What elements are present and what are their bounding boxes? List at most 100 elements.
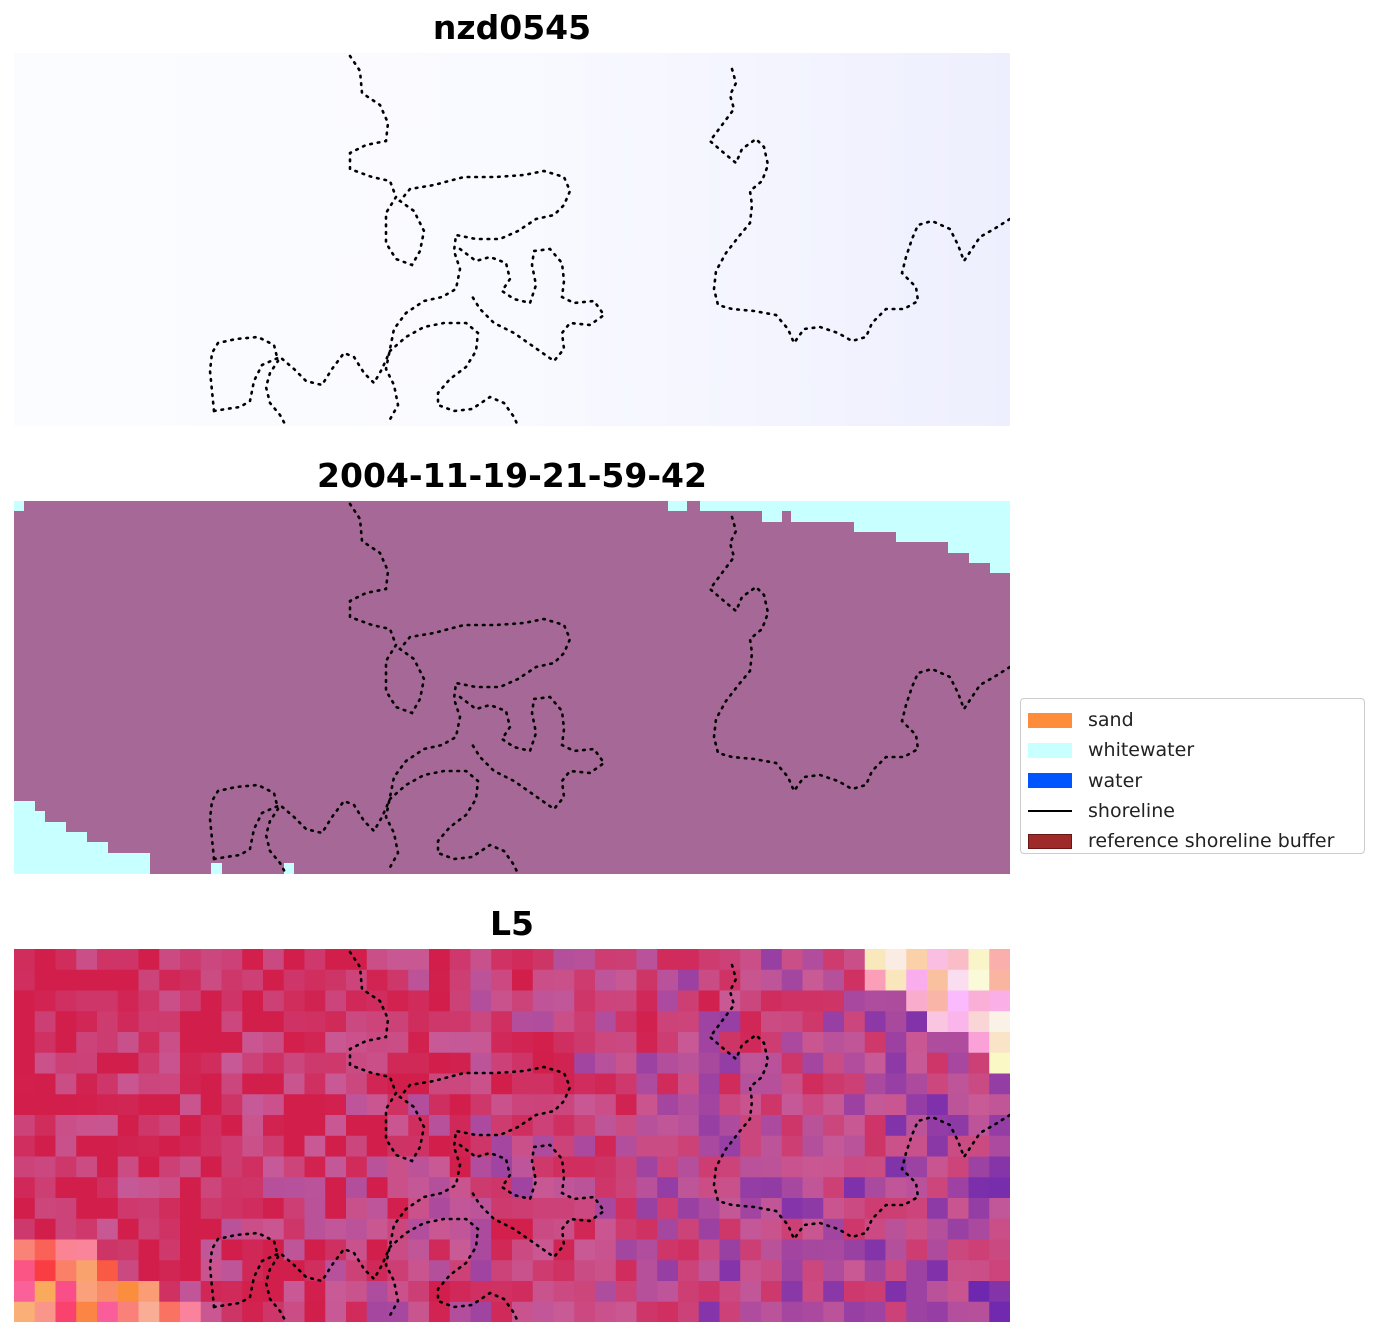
- index-pixel: [283, 1115, 306, 1137]
- index-pixel: [595, 1032, 617, 1054]
- index-pixel: [823, 1177, 845, 1199]
- index-pixel: [615, 1135, 638, 1158]
- index-pixel: [346, 1115, 368, 1137]
- index-pixel: [387, 1156, 409, 1178]
- index-pixel: [781, 969, 804, 992]
- index-pixel: [180, 1115, 202, 1137]
- index-pixel: [34, 1198, 57, 1220]
- index-pixel: [325, 1135, 347, 1158]
- index-pixel: [55, 949, 77, 971]
- index-pixel: [615, 1218, 638, 1241]
- index-pixel: [470, 1198, 492, 1220]
- index-pixel: [553, 1239, 575, 1261]
- index-pixel: [117, 1073, 140, 1095]
- classification-panel: [14, 501, 1010, 874]
- index-pixel: [947, 1032, 970, 1054]
- index-pixel: [761, 1218, 783, 1241]
- index-pixel: [719, 1032, 741, 1054]
- index-pixel: [449, 1094, 472, 1116]
- index-pixel: [366, 949, 389, 971]
- index-pixel: [117, 1260, 140, 1282]
- legend-item-whitewater: whitewater: [1028, 735, 1357, 765]
- index-pixel: [781, 1260, 804, 1282]
- index-pixel: [200, 1218, 223, 1241]
- index-pixel: [781, 1115, 804, 1137]
- index-pixel: [615, 1011, 638, 1033]
- index-pixel: [636, 1198, 658, 1220]
- panel-3-title: L5: [490, 904, 534, 943]
- index-pixel: [366, 1260, 389, 1282]
- index-pixel: [844, 1032, 866, 1054]
- index-pixel: [864, 1177, 887, 1199]
- index-pixel: [283, 1135, 306, 1158]
- index-pixel: [657, 1156, 679, 1178]
- index-pixel: [595, 1177, 617, 1199]
- index-pixel: [387, 1260, 409, 1282]
- index-pixel: [615, 949, 638, 971]
- index-pixel: [346, 1239, 368, 1261]
- index-pixel: [180, 1073, 202, 1095]
- index-pixel: [844, 1073, 866, 1095]
- index-pixel: [221, 1260, 243, 1282]
- index-pixel: [346, 1218, 368, 1241]
- index-pixel: [823, 1260, 845, 1282]
- index-pixel: [117, 1115, 140, 1137]
- index-pixel: [263, 1073, 285, 1095]
- index-pixel: [304, 1198, 326, 1220]
- index-pixel: [470, 1073, 492, 1095]
- index-pixel: [325, 969, 347, 992]
- index-pixel: [698, 1011, 721, 1033]
- index-pixel: [927, 1032, 949, 1054]
- index-pixel: [449, 1032, 472, 1054]
- index-pixel: [117, 1198, 140, 1220]
- index-pixel: [512, 969, 534, 992]
- index-pixel: [781, 1073, 804, 1095]
- shoreline-overlay: [208, 54, 1010, 426]
- index-pixel: [719, 1218, 741, 1241]
- index-pixel: [14, 1135, 36, 1158]
- index-pixel: [636, 1052, 658, 1075]
- index-pixel: [740, 1073, 762, 1095]
- index-pixel: [283, 1281, 306, 1303]
- index-pixel: [200, 990, 223, 1012]
- index-pixel: [927, 1115, 949, 1137]
- index-pixel: [698, 1301, 721, 1322]
- index-pixel: [117, 1032, 140, 1054]
- index-pixel: [885, 1156, 907, 1178]
- index-pixel: [429, 1032, 451, 1054]
- index-pixel: [989, 1239, 1010, 1261]
- index-pixel: [657, 1073, 679, 1095]
- index-pixel: [283, 1301, 306, 1322]
- index-pixel: [844, 1301, 866, 1322]
- index-pixel: [180, 1032, 202, 1054]
- index-pixel: [200, 1115, 223, 1137]
- index-pixel: [200, 1177, 223, 1199]
- index-pixel: [97, 1177, 119, 1199]
- index-pixel: [55, 969, 77, 992]
- index-pixel: [283, 1218, 306, 1241]
- index-pixel: [968, 990, 990, 1012]
- index-pixel: [553, 949, 575, 971]
- index-pixel: [864, 1156, 887, 1178]
- index-pixel: [885, 1301, 907, 1322]
- index-pixel: [491, 1115, 513, 1137]
- index-pixel: [698, 969, 721, 992]
- index-pixel: [844, 990, 866, 1012]
- index-pixel: [636, 1032, 658, 1054]
- index-pixel: [304, 969, 326, 992]
- index-pixel: [864, 1011, 887, 1033]
- index-pixel: [885, 949, 907, 971]
- index-pixel: [615, 990, 638, 1012]
- index-pixel: [678, 1135, 700, 1158]
- index-pixel: [781, 1011, 804, 1033]
- index-pixel: [221, 1156, 243, 1178]
- index-pixel: [180, 949, 202, 971]
- index-pixel: [947, 1011, 970, 1033]
- index-pixel: [76, 969, 98, 992]
- index-pixel: [180, 1135, 202, 1158]
- index-pixel: [657, 1301, 679, 1322]
- index-pixel: [574, 1094, 596, 1116]
- index-pixel: [491, 1239, 513, 1261]
- index-pixel: [346, 1260, 368, 1282]
- index-pixel: [14, 1032, 36, 1054]
